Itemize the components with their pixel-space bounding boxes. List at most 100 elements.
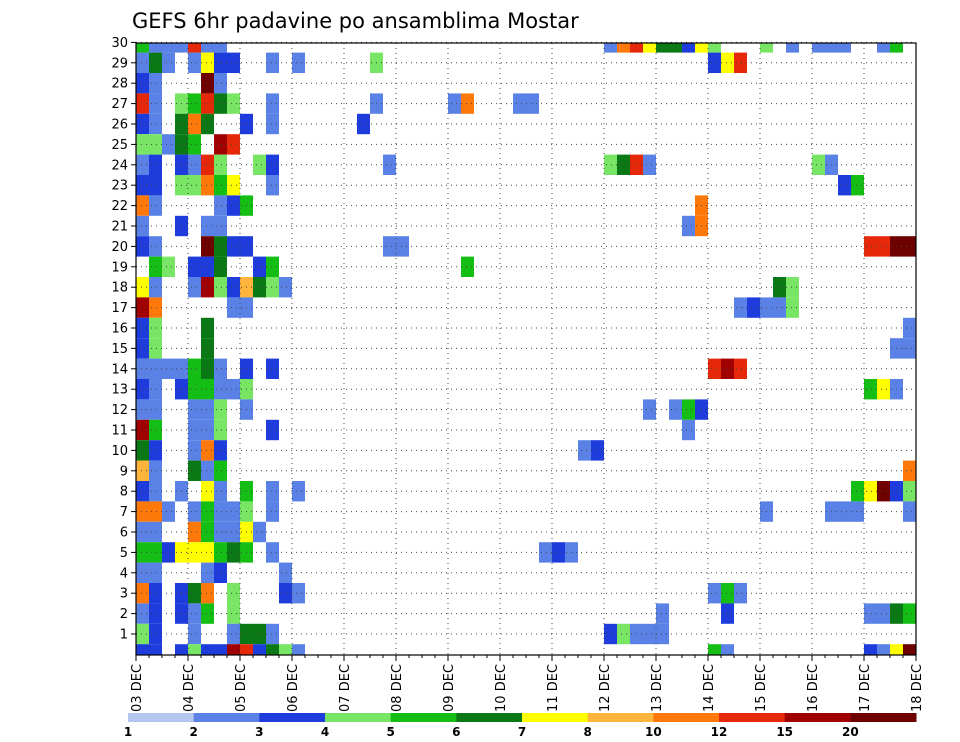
x-tick-label: 03 DEC <box>130 664 145 712</box>
heatmap-cell <box>149 603 162 624</box>
heatmap-cell <box>136 399 149 420</box>
y-tick-label: 22 <box>111 199 128 214</box>
heatmap-cell <box>292 52 305 73</box>
heatmap-cell <box>149 43 162 53</box>
heatmap-cell <box>604 623 617 645</box>
heatmap-cell <box>227 297 240 318</box>
heatmap-cell <box>188 134 201 155</box>
heatmap-cell <box>214 542 227 563</box>
heatmap-cell <box>643 43 656 53</box>
heatmap-cell <box>279 562 292 583</box>
heatmap-cell <box>877 236 890 257</box>
y-tick-label: 24 <box>111 158 128 173</box>
heatmap-cell <box>903 481 916 502</box>
heatmap-cell <box>669 399 682 420</box>
heatmap-cell <box>786 297 799 318</box>
heatmap-cell <box>617 43 630 53</box>
heatmap-cell <box>734 52 747 73</box>
heatmap-cell <box>214 481 227 502</box>
heatmap-cell <box>656 603 669 624</box>
colorbar-label: 15 <box>776 725 793 739</box>
heatmap-cell <box>149 521 162 543</box>
y-tick-label: 27 <box>111 97 128 112</box>
heatmap-cell <box>773 297 786 318</box>
heatmap-cell <box>149 644 162 655</box>
heatmap-cell <box>214 440 227 461</box>
heatmap-cell <box>149 562 162 583</box>
heatmap-cell <box>188 419 201 441</box>
heatmap-cell <box>188 603 201 624</box>
heatmap-cell <box>149 113 162 135</box>
colorbar-label: 3 <box>255 725 263 739</box>
heatmap-cell <box>149 338 162 359</box>
heatmap-cell <box>617 623 630 645</box>
heatmap-cell <box>136 379 149 400</box>
heatmap-cell <box>136 501 149 522</box>
heatmap-cell <box>266 154 279 175</box>
chart-title: GEFS 6hr padavine po ansamblima Mostar <box>132 9 579 33</box>
heatmap-cell <box>786 43 799 53</box>
heatmap-cell <box>188 175 201 196</box>
heatmap-cell <box>604 154 617 175</box>
heatmap-cell <box>188 644 201 655</box>
heatmap-cell <box>149 379 162 400</box>
heatmap-cell <box>214 215 227 237</box>
heatmap-cell <box>851 175 864 196</box>
y-tick-label: 21 <box>111 220 128 235</box>
heatmap-cell <box>734 583 747 604</box>
heatmap-cell <box>266 93 279 114</box>
colorbar-swatch <box>850 713 917 722</box>
heatmap-cell <box>201 43 214 53</box>
heatmap-cell <box>890 644 903 655</box>
heatmap-cell <box>201 215 214 237</box>
heatmap-cell <box>708 52 721 73</box>
colorbar: 1 2 3 4 5 6 7 8 10 12 15 20 <box>124 713 917 739</box>
heatmap-cell <box>214 73 227 94</box>
heatmap-cell <box>201 338 214 359</box>
heatmap-cell <box>149 542 162 563</box>
heatmap-cell <box>760 43 773 53</box>
colorbar-label: 4 <box>321 725 329 739</box>
x-tick-label: 11 DEC <box>546 664 561 712</box>
colorbar-label: 12 <box>711 725 728 739</box>
heatmap-cell <box>812 154 825 175</box>
heatmap-cell <box>266 256 279 277</box>
y-tick-label: 13 <box>111 383 128 398</box>
heatmap-cell <box>136 623 149 645</box>
heatmap-cell <box>136 317 149 339</box>
heatmap-cell <box>136 73 149 94</box>
heatmap-cell <box>682 43 695 53</box>
colorbar-swatch <box>128 713 195 722</box>
colorbar-label: 20 <box>842 725 859 739</box>
heatmap-cell <box>214 134 227 155</box>
heatmap-cell <box>747 297 760 318</box>
heatmap-cell <box>266 113 279 135</box>
y-tick-label: 9 <box>120 464 128 479</box>
heatmap-cell <box>227 93 240 114</box>
heatmap-cell <box>227 521 240 543</box>
heatmap-cell <box>136 603 149 624</box>
heatmap-cell <box>188 43 201 53</box>
heatmap-cell <box>136 113 149 135</box>
heatmap-cell <box>188 93 201 114</box>
heatmap-cell <box>201 52 214 73</box>
heatmap-cell <box>396 236 409 257</box>
heatmap-cell <box>136 583 149 604</box>
y-tick-label: 26 <box>111 118 128 133</box>
colorbar-swatch <box>784 713 851 722</box>
heatmap-cell <box>201 93 214 114</box>
heatmap-cell <box>214 175 227 196</box>
x-tick-label: 10 DEC <box>494 664 509 712</box>
heatmap-cell <box>266 623 279 645</box>
heatmap-cell <box>214 277 227 298</box>
heatmap-cell <box>214 154 227 175</box>
heatmap-cell <box>149 73 162 94</box>
heatmap-cell <box>708 43 721 53</box>
heatmap-cell <box>578 440 591 461</box>
heatmap-cell <box>383 236 396 257</box>
heatmap-cell <box>279 583 292 604</box>
heatmap-cell <box>734 297 747 318</box>
y-tick-label: 15 <box>111 342 128 357</box>
heatmap-cell <box>201 419 214 441</box>
